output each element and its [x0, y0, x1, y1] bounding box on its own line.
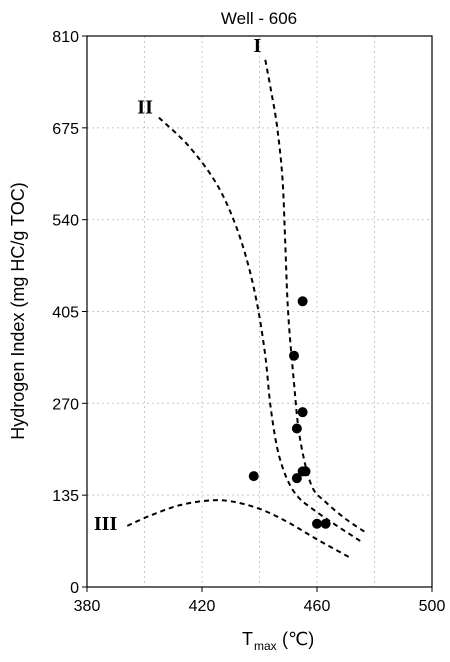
x-axis-label-subscript: max: [254, 639, 277, 653]
x-tick-label: 380: [74, 598, 101, 615]
y-tick-label: 810: [52, 29, 79, 46]
x-tick-label: 420: [189, 598, 216, 615]
y-tick-label: 540: [52, 213, 79, 230]
data-point: [289, 350, 299, 361]
y-tick-label: 270: [52, 396, 79, 413]
y-tick-label: 675: [52, 121, 79, 138]
data-points: [248, 296, 331, 529]
data-point: [297, 296, 308, 307]
data-point: [312, 518, 322, 529]
data-point: [300, 466, 311, 477]
curve-type-I: [264, 59, 367, 534]
y-tick-label: 405: [52, 305, 79, 322]
curve-label-I: I: [253, 35, 261, 57]
data-point: [320, 518, 331, 529]
y-tick-label: 0: [70, 580, 79, 597]
y-tick-label: 135: [52, 488, 79, 505]
data-point: [248, 471, 259, 482]
x-axis-label-main: T: [242, 629, 253, 649]
x-tick-label: 460: [304, 598, 331, 615]
data-point: [291, 473, 302, 484]
x-tick-label: 500: [419, 598, 446, 615]
data-point: [297, 407, 308, 418]
y-tick-labels: 0 135 270 405 540 675 810: [52, 29, 87, 597]
curve-type-II: [158, 116, 364, 544]
x-tick-labels: 380 420 460 500: [74, 587, 446, 615]
gridlines: [87, 36, 432, 587]
x-axis-label-unit: (℃): [282, 629, 314, 649]
curve-label-III: III: [94, 513, 118, 535]
curve-type-III: [126, 499, 352, 560]
reference-curves: [126, 59, 367, 560]
chart-title: Well - 606: [221, 9, 297, 28]
curve-label-II: II: [137, 97, 153, 119]
data-point: [291, 423, 302, 434]
y-axis-label: Hydrogen Index (mg HC/g TOC): [8, 182, 28, 439]
